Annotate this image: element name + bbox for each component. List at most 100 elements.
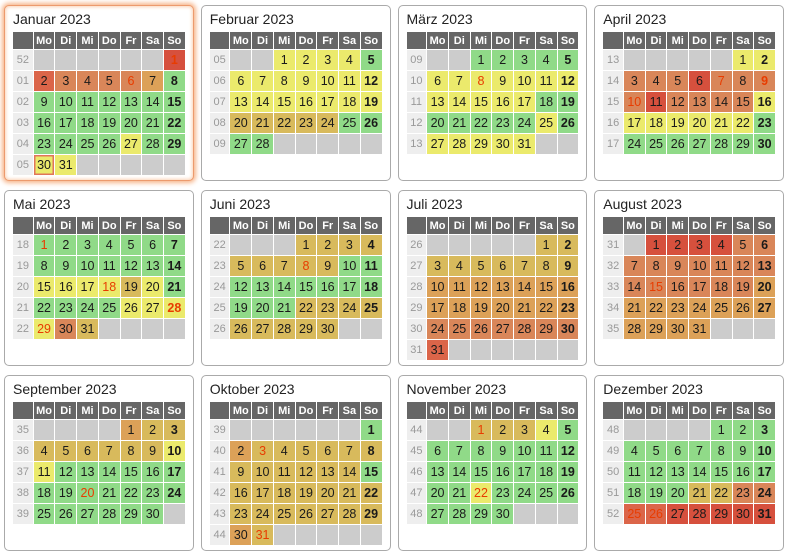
day-cell[interactable]: 20 xyxy=(252,298,273,318)
day-cell[interactable]: 21 xyxy=(710,113,732,133)
day-cell[interactable]: 30 xyxy=(317,319,339,339)
day-cell[interactable]: 25 xyxy=(448,319,470,339)
day-cell[interactable]: 5 xyxy=(645,441,667,461)
day-cell[interactable]: 6 xyxy=(427,71,448,91)
day-cell[interactable]: 12 xyxy=(667,92,689,112)
day-cell[interactable]: 1 xyxy=(33,235,55,255)
day-cell[interactable]: 21 xyxy=(514,298,535,318)
day-cell[interactable]: 25 xyxy=(33,504,55,524)
day-cell[interactable]: 13 xyxy=(142,256,163,276)
day-cell[interactable]: 23 xyxy=(492,483,514,503)
day-cell[interactable]: 20 xyxy=(492,298,514,318)
day-cell[interactable]: 26 xyxy=(360,113,382,133)
day-cell[interactable]: 20 xyxy=(120,113,142,133)
day-cell[interactable]: 4 xyxy=(535,420,557,440)
day-cell[interactable]: 18 xyxy=(535,92,557,112)
day-cell[interactable]: 15 xyxy=(164,92,185,112)
day-cell[interactable]: 1 xyxy=(273,50,295,70)
day-cell[interactable]: 18 xyxy=(535,462,557,482)
day-cell[interactable]: 5 xyxy=(470,256,492,276)
day-cell[interactable]: 24 xyxy=(514,113,535,133)
day-cell[interactable]: 6 xyxy=(317,441,339,461)
day-cell[interactable]: 29 xyxy=(645,319,667,339)
day-cell[interactable]: 22 xyxy=(710,483,732,503)
day-cell[interactable]: 27 xyxy=(120,134,142,154)
day-cell[interactable]: 13 xyxy=(317,462,339,482)
day-cell[interactable]: 16 xyxy=(557,277,579,297)
day-cell[interactable]: 6 xyxy=(77,441,98,461)
day-cell[interactable]: 16 xyxy=(492,92,514,112)
day-cell[interactable]: 22 xyxy=(470,113,492,133)
day-cell[interactable]: 24 xyxy=(427,319,448,339)
day-cell[interactable]: 23 xyxy=(295,113,317,133)
day-cell[interactable]: 2 xyxy=(55,235,77,255)
day-cell[interactable]: 1 xyxy=(360,420,382,440)
day-cell[interactable]: 21 xyxy=(98,483,120,503)
day-cell[interactable]: 19 xyxy=(295,483,317,503)
day-cell[interactable]: 2 xyxy=(230,441,252,461)
day-cell[interactable]: 21 xyxy=(252,113,273,133)
day-cell[interactable]: 1 xyxy=(295,235,317,255)
day-cell[interactable]: 18 xyxy=(623,483,645,503)
day-cell[interactable]: 17 xyxy=(514,92,535,112)
day-cell[interactable]: 12 xyxy=(360,71,382,91)
day-cell[interactable]: 9 xyxy=(295,71,317,91)
day-cell[interactable]: 7 xyxy=(164,235,185,255)
day-cell[interactable]: 22 xyxy=(470,483,492,503)
day-cell[interactable]: 6 xyxy=(754,235,775,255)
day-cell[interactable]: 30 xyxy=(754,134,775,154)
day-cell[interactable]: 30 xyxy=(492,134,514,154)
day-cell[interactable]: 10 xyxy=(427,277,448,297)
day-cell[interactable]: 16 xyxy=(33,113,55,133)
day-cell[interactable]: 29 xyxy=(164,134,185,154)
day-cell[interactable]: 14 xyxy=(514,277,535,297)
day-cell[interactable]: 19 xyxy=(98,113,120,133)
day-cell[interactable]: 4 xyxy=(448,256,470,276)
day-cell[interactable]: 16 xyxy=(295,92,317,112)
day-cell[interactable]: 10 xyxy=(754,441,775,461)
day-cell[interactable]: 5 xyxy=(55,441,77,461)
day-cell[interactable]: 23 xyxy=(557,298,579,318)
day-cell[interactable]: 24 xyxy=(317,113,339,133)
day-cell[interactable]: 10 xyxy=(317,71,339,91)
day-cell[interactable]: 26 xyxy=(120,298,142,318)
day-cell[interactable]: 8 xyxy=(710,441,732,461)
day-cell[interactable]: 10 xyxy=(339,256,360,276)
day-cell[interactable]: 31 xyxy=(427,340,448,360)
day-cell[interactable]: 29 xyxy=(732,134,754,154)
day-cell[interactable]: 30 xyxy=(33,155,55,175)
day-cell[interactable]: 2 xyxy=(33,71,55,91)
day-cell[interactable]: 3 xyxy=(689,235,710,255)
day-cell[interactable]: 4 xyxy=(98,235,120,255)
day-cell[interactable]: 20 xyxy=(427,113,448,133)
day-cell[interactable]: 29 xyxy=(33,319,55,339)
day-cell[interactable]: 14 xyxy=(164,256,185,276)
day-cell[interactable]: 8 xyxy=(470,71,492,91)
day-cell[interactable]: 14 xyxy=(252,92,273,112)
day-cell[interactable]: 1 xyxy=(535,235,557,255)
day-cell[interactable]: 13 xyxy=(667,462,689,482)
day-cell[interactable]: 27 xyxy=(754,298,775,318)
day-cell[interactable]: 7 xyxy=(623,256,645,276)
day-cell[interactable]: 15 xyxy=(710,462,732,482)
day-cell[interactable]: 9 xyxy=(667,256,689,276)
day-cell[interactable]: 20 xyxy=(77,483,98,503)
day-cell[interactable]: 27 xyxy=(492,319,514,339)
day-cell[interactable]: 3 xyxy=(514,420,535,440)
day-cell[interactable]: 22 xyxy=(360,483,382,503)
day-cell[interactable]: 17 xyxy=(427,298,448,318)
day-cell[interactable]: 16 xyxy=(667,277,689,297)
day-cell[interactable]: 24 xyxy=(514,483,535,503)
day-cell[interactable]: 25 xyxy=(710,298,732,318)
day-cell[interactable]: 28 xyxy=(142,134,163,154)
day-cell[interactable]: 30 xyxy=(55,319,77,339)
day-cell[interactable]: 12 xyxy=(295,462,317,482)
day-cell[interactable]: 14 xyxy=(448,92,470,112)
day-cell[interactable]: 7 xyxy=(710,71,732,91)
day-cell[interactable]: 18 xyxy=(360,277,382,297)
day-cell[interactable]: 11 xyxy=(273,462,295,482)
day-cell[interactable]: 23 xyxy=(142,483,163,503)
day-cell[interactable]: 15 xyxy=(732,92,754,112)
day-cell[interactable]: 25 xyxy=(98,298,120,318)
day-cell[interactable]: 21 xyxy=(448,113,470,133)
